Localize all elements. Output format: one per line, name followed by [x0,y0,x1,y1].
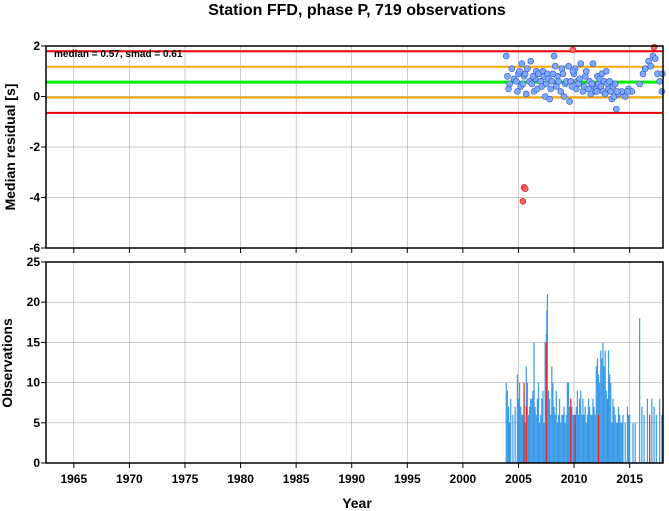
residual-points [502,43,666,205]
residual-point [611,80,619,88]
median-smad-annotation: median = 0.57, smad = 0.61 [54,49,183,60]
residual-y-tick-label: -6 [29,241,40,255]
residual-point [508,65,516,73]
residual-point [559,70,567,78]
count-plot-frame [45,261,664,464]
x-tick-label: 1965 [60,472,87,486]
residual-point [522,90,530,98]
residual-point [606,78,613,85]
count-y-tick-label: 20 [27,295,41,309]
count-y-tick-label: 0 [33,456,40,470]
residual-point [569,67,577,75]
outlier-point [650,43,658,51]
residual-y-tick-label: -2 [29,140,40,154]
residual-y-axis-label: Median residual [s] [2,84,18,211]
x-tick-label: 2005 [505,472,532,486]
residual-point [524,65,531,73]
residual-point [636,80,643,88]
residual-point [601,90,609,98]
residual-point [614,88,621,95]
residual-point [560,93,568,100]
residual-point [528,80,536,88]
x-axis-label: Year [342,495,372,511]
residual-point [504,73,511,80]
residual-point [502,52,510,60]
x-tick-label: 1990 [338,472,365,486]
x-tick-label: 1980 [227,472,254,486]
count-y-tick-label: 10 [27,376,41,390]
residual-point [519,80,527,88]
residual-point [651,55,659,62]
x-tick-label: 2000 [450,472,477,486]
residual-point [514,88,521,95]
count-bars [505,294,663,463]
residual-point [641,65,649,73]
x-tick-label: 2015 [616,472,643,486]
outlier-point [569,46,577,54]
residual-point [516,67,523,75]
chart-title: Station FFD, phase P, 719 observations [208,2,506,19]
residual-point [658,88,666,95]
residual-point [589,60,597,67]
residual-point [575,80,582,88]
residual-point [582,67,590,75]
x-tick-label: 1995 [394,472,421,486]
count-y-axis-label: Observations [0,318,15,408]
residual-point [593,88,601,95]
residual-point [549,70,557,78]
observation-count-panel: Observations Year 1965 1970 1975 1980 1985 19… [0,255,664,511]
residual-y-tick-label: -4 [29,191,40,205]
residual-point [550,52,558,60]
outlier-point [521,185,529,192]
residual-point [565,62,572,70]
residual-point [529,73,537,80]
outlier-point [519,197,527,205]
count-y-tick-label: 15 [27,335,41,349]
residual-point [647,62,655,70]
residual-point [624,88,631,95]
residual-point [506,80,513,88]
residual-point [551,62,559,70]
residual-point [518,60,526,67]
residual-point [613,105,620,113]
residual-point [512,78,520,85]
residual-y-tick-label: 2 [33,39,40,53]
residual-point [603,67,610,75]
residual-point [577,60,585,67]
x-tick-label: 1970 [116,472,143,486]
x-tick-label: 2010 [561,472,588,486]
residual-point [588,80,596,88]
residual-point [547,85,555,93]
residual-point [566,98,573,105]
residual-panel: Median residual [s] median = 0.57, smad … [2,39,666,255]
residual-y-tick-label: 0 [33,90,40,104]
residual-point [546,95,553,103]
residual-point [656,78,663,85]
residual-point [557,88,565,95]
residual-point [548,78,556,85]
count-y-tick-label: 25 [27,255,41,269]
residual-point [555,78,562,85]
residual-point [527,57,535,65]
residual-grid [46,45,663,249]
x-tick-label: 1975 [172,472,199,486]
count-y-tick-label: 5 [33,416,40,430]
x-tick-label: 1985 [283,472,310,486]
